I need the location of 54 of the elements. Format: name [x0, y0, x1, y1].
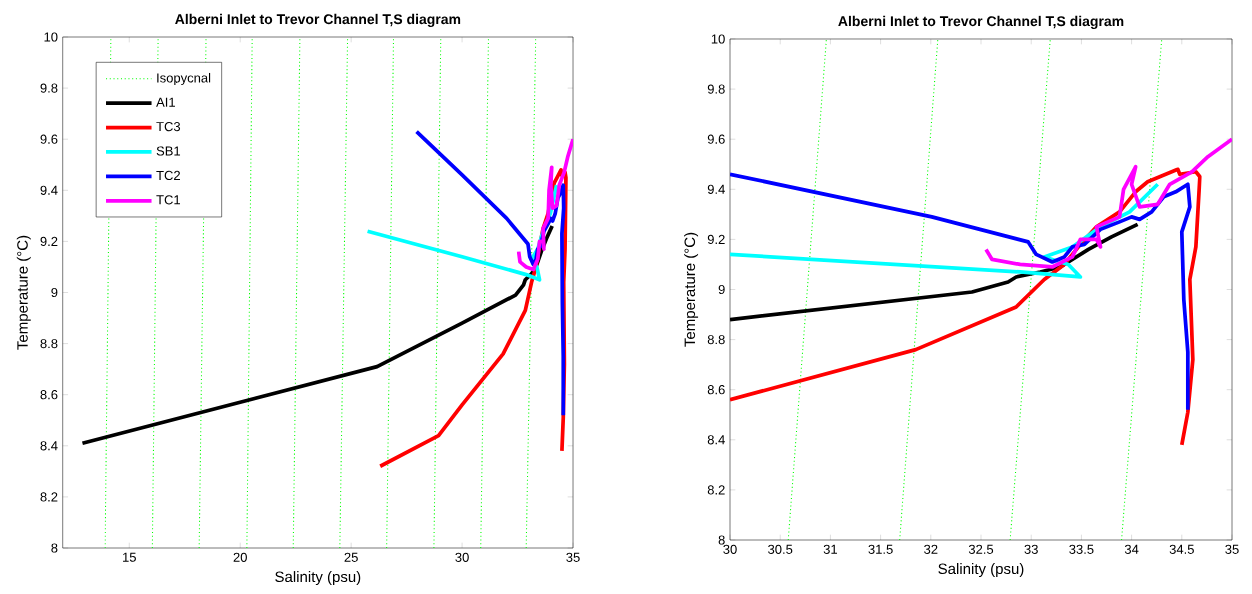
legend-label: Isopycnal: [157, 72, 211, 86]
line-series: [516, 137, 574, 272]
y-axis-title: Temperature (°C): [16, 235, 31, 350]
x-tick-label: 30: [723, 544, 737, 554]
y-tick-label: 8.4: [40, 441, 58, 451]
y-tick-label: 8.8: [707, 335, 725, 345]
y-tick-label: 8: [51, 543, 58, 553]
line-series: [80, 224, 555, 446]
chart-title: Alberni Inlet to Trevor Channel T,S diagram: [838, 15, 1124, 29]
x-tick-label: 34: [1124, 544, 1139, 554]
x-tick-label: 25: [344, 552, 358, 562]
x-tick-label: 31.5: [868, 544, 893, 554]
y-tick-label: 8.2: [707, 485, 725, 495]
line-series: [984, 137, 1232, 269]
x-tick-label: 33: [1024, 544, 1038, 554]
y-tick-label: 9.4: [40, 185, 58, 195]
x-tick-label: 34.5: [1169, 544, 1194, 554]
y-tick-label: 8.6: [707, 385, 725, 395]
x-tick-label: 32.5: [968, 544, 994, 554]
y-tick-label: 9: [51, 287, 58, 298]
y-tick-label: 8.8: [40, 339, 58, 349]
legend-label: TC2: [156, 170, 180, 181]
y-tick-label: 8.6: [40, 390, 58, 400]
y-tick-label: 10: [711, 34, 725, 44]
x-tick-label: 15: [123, 552, 136, 562]
y-tick-label: 9.2: [707, 234, 725, 244]
y-tick-label: 9: [718, 284, 725, 295]
y-axis-title: Temperature (°C): [684, 232, 699, 347]
x-tick-label: 33.5: [1069, 544, 1094, 554]
y-tick-label: 8: [718, 535, 725, 545]
y-tick-label: 8.2: [40, 492, 58, 502]
legend-label: SB1: [156, 146, 181, 156]
y-tick-label: 9.2: [40, 236, 58, 246]
x-tick-label: 35: [1225, 544, 1239, 554]
x-tick-label: 30.5: [768, 544, 793, 554]
x-tick-label: 20: [233, 552, 247, 562]
y-tick-label: 10: [44, 32, 58, 42]
chart-title: Alberni Inlet to Trevor Channel T,S diagram: [175, 13, 461, 27]
legend-label: AI1: [156, 97, 175, 107]
y-tick-label: 9.8: [707, 84, 725, 94]
x-tick-label: 32: [924, 544, 938, 554]
x-tick-label: 31: [823, 544, 838, 554]
x-axis-title: Salinity (psu): [275, 571, 361, 586]
y-tick-label: 9.6: [707, 134, 725, 144]
y-tick-label: 8.4: [707, 435, 725, 445]
y-tick-label: 9.4: [707, 184, 725, 194]
x-tick-label: 30: [455, 552, 469, 562]
line-series: [730, 172, 1192, 412]
x-tick-label: 35: [566, 552, 580, 562]
y-tick-label: 9.8: [40, 83, 58, 93]
x-axis-title: Salinity (psu): [938, 563, 1024, 578]
legend-label: TC1: [156, 195, 181, 205]
legend-label: TC3: [156, 122, 181, 132]
y-tick-label: 9.6: [40, 134, 58, 144]
